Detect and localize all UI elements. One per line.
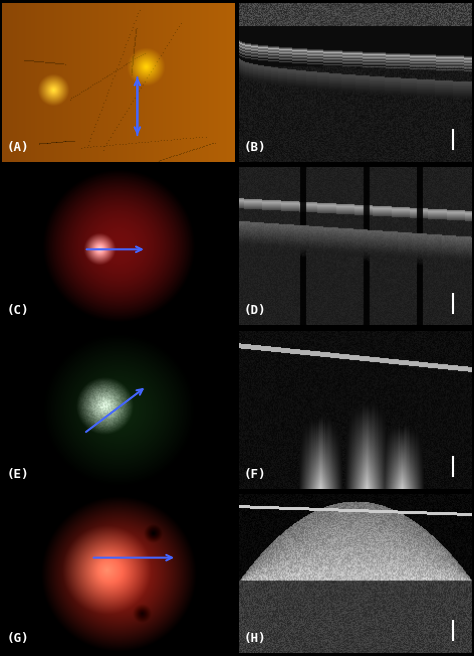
Text: (F): (F) — [244, 468, 266, 481]
Text: (D): (D) — [244, 304, 266, 318]
Text: (A): (A) — [7, 141, 29, 154]
Text: (B): (B) — [244, 141, 266, 154]
Text: (G): (G) — [7, 632, 29, 645]
Text: (H): (H) — [244, 632, 266, 645]
Text: (E): (E) — [7, 468, 29, 481]
Text: (C): (C) — [7, 304, 29, 318]
